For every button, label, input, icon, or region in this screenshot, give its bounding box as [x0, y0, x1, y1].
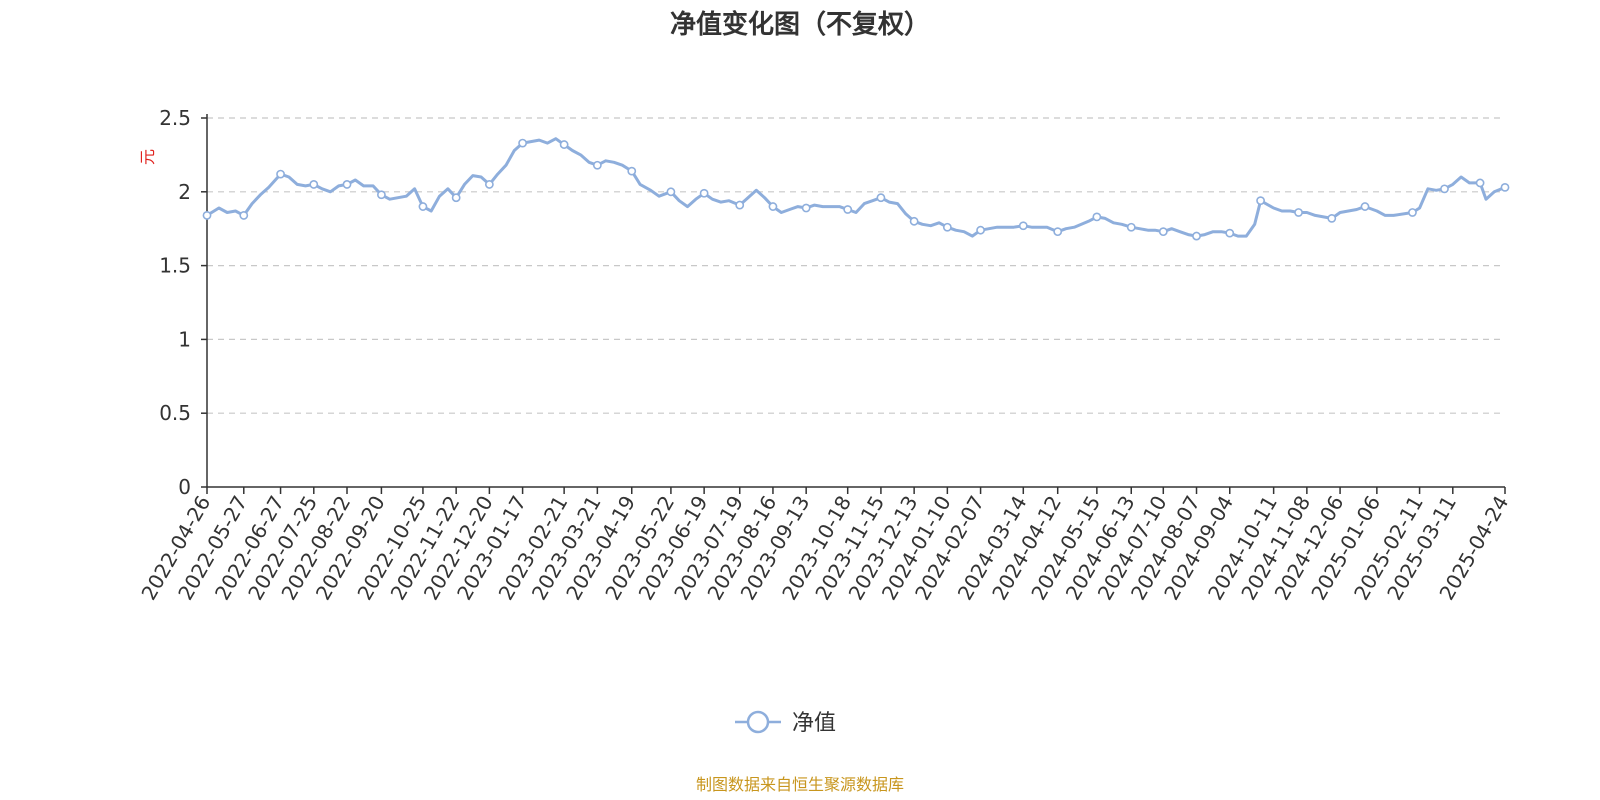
series	[202, 137, 1510, 241]
grid	[207, 117, 1500, 414]
nav-point	[342, 180, 352, 189]
nav-point	[768, 202, 778, 211]
nav-point	[876, 193, 886, 203]
nav-point	[801, 203, 811, 213]
nav-point	[1408, 208, 1417, 217]
nav-point	[942, 222, 952, 232]
nav-point	[377, 190, 386, 200]
legend-marker-icon	[746, 710, 770, 734]
nav-series-line	[206, 137, 1506, 238]
nav-point	[559, 140, 569, 149]
nav-point	[1092, 212, 1102, 222]
nav-point	[976, 225, 985, 235]
nav-point	[1256, 196, 1265, 206]
nav-point	[1053, 227, 1063, 237]
nav-point	[276, 169, 285, 179]
y-axis-label: 元	[138, 149, 157, 165]
nav-point	[1360, 202, 1370, 211]
nav-point	[735, 200, 745, 210]
y-tick-label: 0	[178, 475, 191, 499]
y-tick-label: 2	[178, 180, 191, 204]
nav-point	[418, 202, 428, 211]
nav-point	[699, 188, 709, 198]
nav-point	[1225, 228, 1235, 238]
nav-point	[1327, 213, 1337, 223]
nav-point	[1475, 178, 1485, 188]
nav-point	[1018, 221, 1028, 231]
y-tick-label: 0.5	[159, 401, 191, 425]
chart-title: 净值变化图（不复权）	[670, 9, 930, 40]
nav-point	[666, 187, 676, 197]
nav-point	[1158, 227, 1168, 237]
legend[interactable]: 净值	[735, 710, 836, 736]
nav-point	[592, 160, 602, 170]
nav-point	[239, 211, 249, 220]
nav-point	[484, 180, 494, 189]
y-tick-label: 2.5	[159, 106, 191, 130]
nav-point	[1500, 182, 1510, 192]
nav-point	[909, 216, 919, 226]
nav-point	[1294, 208, 1303, 217]
nav-point	[309, 180, 319, 189]
nav-point	[518, 138, 528, 148]
y-tick-label: 1.5	[159, 254, 191, 278]
data-source-note: 制图数据来自恒生聚源数据库	[696, 775, 904, 794]
y-tick-label: 1	[178, 327, 191, 351]
nav-point	[451, 193, 461, 203]
nav-point	[1126, 222, 1136, 232]
nav-point	[1192, 231, 1201, 241]
nav-point	[202, 211, 212, 220]
legend-label: 净值	[792, 711, 836, 736]
nav-point	[843, 205, 853, 214]
nav-point	[627, 166, 637, 176]
nav-point	[1440, 184, 1449, 194]
axes: 00.511.522.52022-04-262022-05-272022-06-…	[136, 106, 1513, 604]
